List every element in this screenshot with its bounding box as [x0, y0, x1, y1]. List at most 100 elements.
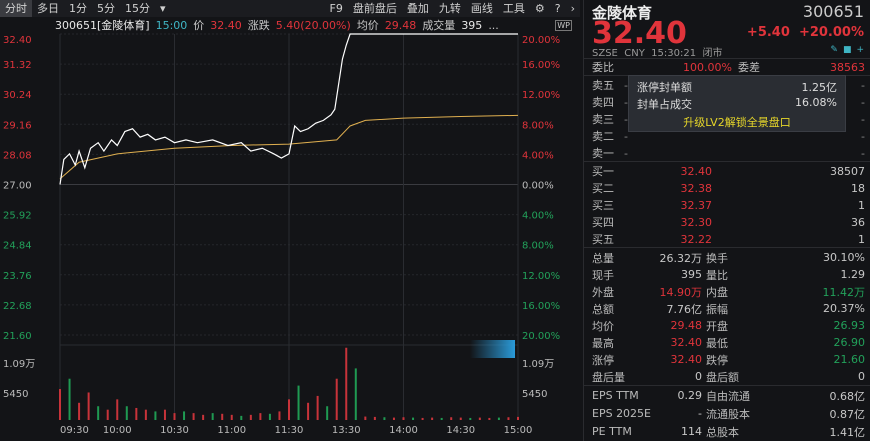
fund-value: 114	[681, 425, 702, 438]
tab-intraday[interactable]: 分时	[0, 0, 32, 17]
nine-turn-button[interactable]: 九转	[438, 2, 461, 15]
stat-value: 1.29	[840, 268, 866, 281]
fund-label: PE TTM	[592, 425, 632, 438]
volume-bar	[488, 417, 491, 420]
tab-multiday[interactable]: 多日	[37, 2, 59, 15]
exchange: SZSE	[592, 48, 618, 59]
ask-row: 卖一 - -	[592, 145, 865, 161]
x-tick: 11:00	[217, 425, 246, 436]
seal-amount-value: 1.25亿	[801, 81, 838, 94]
ask-volume: -	[861, 129, 865, 143]
y-tick-right: 4.00%	[522, 150, 554, 161]
volume-bar	[345, 347, 348, 420]
fundamental-row: EPS 2025E - 流通股本 0.87亿	[592, 405, 865, 422]
bid-price: 32.22	[680, 232, 713, 246]
stat-label: 涨停	[592, 353, 614, 367]
weicha-value: 38563	[830, 60, 865, 74]
change-percent: +20.00%	[798, 25, 864, 40]
x-tick: 09:30	[60, 425, 89, 436]
volume-bar	[230, 414, 233, 420]
stat-value: 32.40	[670, 336, 703, 349]
stat-value: 32.40	[670, 353, 703, 366]
y-tick-left: 25.92	[3, 211, 32, 222]
overlay-button[interactable]: 叠加	[406, 2, 429, 15]
stat-row: 总量 26.32万 换手 30.10%	[592, 249, 865, 266]
volume-bar	[106, 409, 109, 420]
wp-icon[interactable]: WP	[555, 19, 572, 31]
stat-label: 量比	[706, 268, 728, 282]
stat-value: 29.48	[670, 319, 703, 332]
ask-price: -	[624, 95, 628, 109]
level-label: 买一	[592, 165, 614, 178]
note-icon[interactable]: ■	[842, 45, 852, 55]
bid-volume: 38507	[830, 164, 865, 178]
volume-bar	[297, 385, 300, 420]
ask-volume: -	[861, 112, 865, 126]
volume-bar	[288, 399, 290, 420]
stat-label: 跌停	[706, 353, 728, 367]
volume-bar	[497, 417, 500, 420]
bid-row: 买二 32.38 18	[592, 180, 865, 196]
stat-row: 最高 32.40 最低 26.90	[592, 334, 865, 351]
volume-bar	[97, 406, 100, 420]
volume-bar	[517, 416, 519, 420]
last-price: 32.40	[592, 16, 687, 51]
ask-volume: -	[861, 78, 865, 92]
draw-line-button[interactable]: 画线	[470, 2, 493, 15]
price-change: +5.40 +20.00%	[747, 25, 864, 40]
level-label: 卖二	[592, 130, 614, 143]
add-icon[interactable]: +	[856, 45, 864, 55]
ask-price: -	[624, 129, 628, 143]
stat-label: 盘后量	[592, 370, 625, 384]
fund-value: 0.29	[677, 389, 703, 402]
volume-bar	[383, 417, 386, 420]
volume-bar	[326, 406, 329, 420]
volume-bar	[412, 417, 415, 420]
stat-value: 7.76亿	[666, 302, 703, 316]
intraday-chart[interactable]: 32.40 20.00% 31.32 16.00% 30.24 12.00% 29.16 8.…	[0, 30, 580, 441]
level-label: 买三	[592, 199, 614, 212]
volume-bar	[431, 417, 434, 420]
f9-button[interactable]: F9	[329, 2, 343, 15]
bid-row: 买三 32.37 1	[592, 197, 865, 213]
chevron-right-icon[interactable]: ›	[570, 2, 575, 15]
tab-1min[interactable]: 1分	[69, 2, 87, 15]
tab-15min[interactable]: 15分	[125, 2, 150, 15]
volume-bar	[68, 378, 71, 420]
y-tick-left: 24.84	[3, 241, 32, 252]
tools-button[interactable]: 工具	[502, 2, 525, 15]
float-widget-icon[interactable]	[470, 340, 515, 358]
edit-icon[interactable]: ✎	[830, 45, 838, 55]
weibi-row: 委比 100.00% 委差 38563	[592, 59, 865, 75]
price-line	[59, 33, 518, 185]
bid-row: 买一 32.40 38507	[592, 163, 865, 179]
avg-label: 均价	[356, 19, 379, 32]
level-label: 买五	[592, 233, 614, 246]
x-tick: 14:00	[389, 425, 418, 436]
stat-value: 20.37%	[823, 302, 865, 315]
gear-icon[interactable]: ⚙	[534, 2, 545, 15]
y-tick-right: 16.00%	[522, 301, 560, 312]
seal-amount-label: 涨停封单额	[637, 81, 692, 94]
y-tick-right: 12.00%	[522, 90, 560, 101]
period-dropdown-icon[interactable]: ▾	[160, 2, 166, 15]
upgrade-lv2-link[interactable]: 升级LV2解锁全景盘口	[683, 116, 791, 129]
y-tick-right: 16.00%	[522, 60, 560, 71]
y-tick-right: 20.00%	[522, 331, 560, 342]
volume-bar	[316, 395, 319, 420]
vol-tick-left: 5450	[3, 389, 28, 400]
volume-bar	[364, 416, 367, 420]
y-tick-left: 21.60	[3, 331, 32, 342]
stat-value: 11.42万	[822, 285, 866, 299]
help-icon[interactable]: ?	[554, 2, 561, 15]
market-status: 闭市	[702, 48, 723, 59]
volume-bar	[268, 413, 271, 420]
bid-volume: 1	[858, 198, 865, 212]
stat-label: 开盘	[706, 319, 728, 333]
volume-bar	[125, 406, 128, 420]
y-tick-left: 27.00	[3, 181, 32, 192]
level-label: 卖五	[592, 79, 614, 92]
pre-post-market-button[interactable]: 盘前盘后	[352, 2, 397, 15]
bid-volume: 18	[851, 181, 865, 195]
tab-5min[interactable]: 5分	[97, 2, 115, 15]
